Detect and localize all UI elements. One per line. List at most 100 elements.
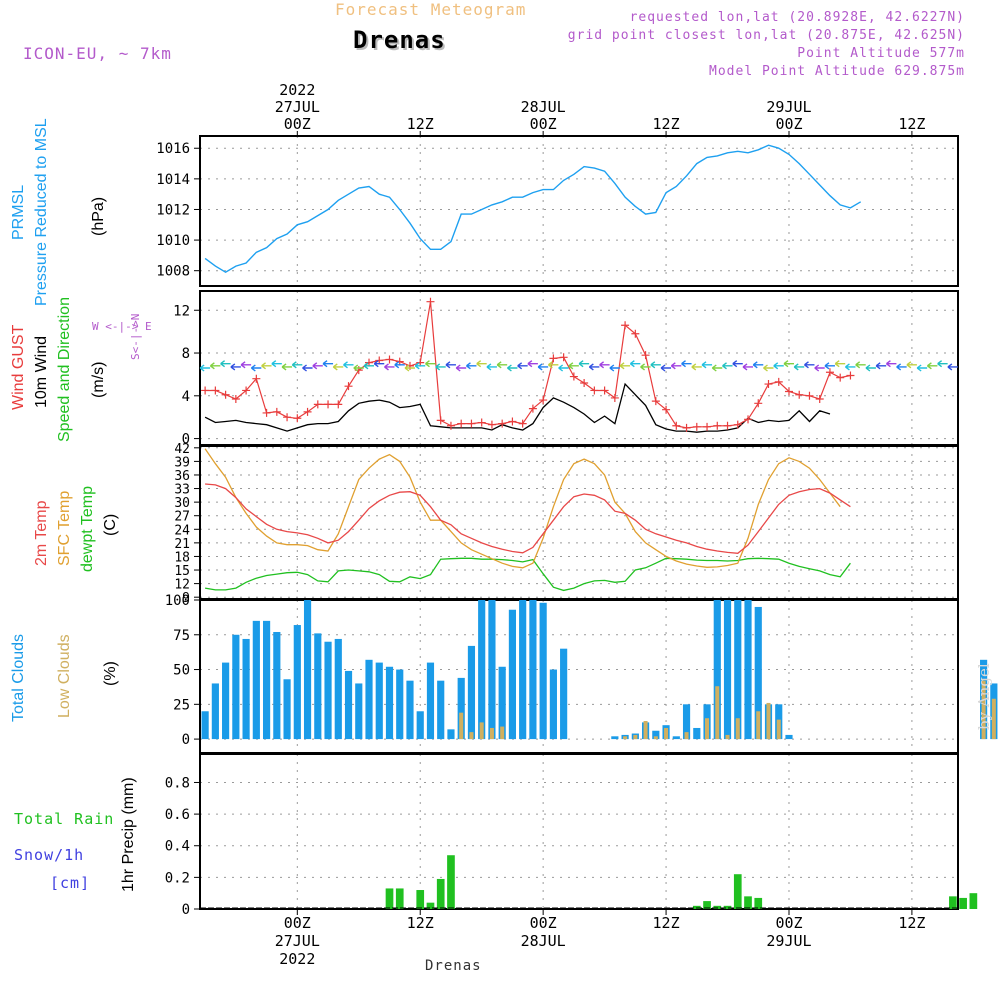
wind-direction-arrow-icon: [435, 363, 446, 371]
time-label-bottom: 00Z: [284, 914, 311, 932]
y-tick-label: 1008: [156, 264, 190, 280]
dewpt-label: dewpt Temp: [79, 486, 96, 572]
gust-marker: [334, 400, 343, 409]
clouds-unit-label: (%): [102, 661, 119, 686]
gust-marker: [651, 397, 660, 406]
gust-marker: [692, 422, 701, 431]
y-tick-label: 21: [174, 537, 190, 552]
wind-direction-arrow-icon: [476, 360, 487, 368]
gust-marker: [569, 372, 578, 381]
wind-direction-arrow-icon: [455, 364, 467, 372]
time-label-bottom: 28JUL: [521, 932, 566, 950]
time-label-top: 00Z: [775, 115, 802, 133]
gust-marker: [231, 395, 240, 404]
rain-bar: [385, 888, 394, 909]
total-cloud-bar: [416, 711, 424, 740]
wind-direction-arrow-icon: [763, 364, 774, 372]
chart-title: Forecast Meteogram: [335, 0, 527, 19]
total-cloud-bar: [693, 727, 701, 740]
rain-bar: [744, 896, 752, 909]
wind-direction-arrow-icon: [291, 361, 303, 369]
total-cloud-bar: [519, 600, 527, 740]
wind-direction-arrow-icon: [220, 360, 231, 368]
gust-line: [205, 301, 851, 429]
wind-direction-arrow-icon: [804, 361, 815, 369]
total-cloud-bar: [314, 633, 322, 740]
wind-direction-arrow-icon: [343, 361, 354, 369]
credit-watermark: by Angel: [975, 663, 993, 730]
y-tick-label: 30: [174, 496, 190, 511]
wind-direction-arrow-icon: [896, 363, 907, 371]
wind-direction-arrow-icon: [250, 364, 262, 372]
panel-frame: [199, 445, 959, 600]
wind-direction-arrow-icon: [865, 364, 876, 372]
rain-bar: [416, 890, 425, 909]
y-tick-label: 18: [174, 550, 190, 565]
rain-bar: [733, 874, 742, 909]
wind-direction-arrow-icon: [445, 361, 456, 369]
gust-marker: [774, 377, 783, 386]
gust-marker: [539, 396, 548, 405]
total-cloud-bar: [611, 736, 619, 740]
t2m-line: [205, 483, 851, 554]
gust-marker: [324, 400, 333, 409]
low-cloud-bar: [633, 734, 638, 740]
total-cloud-bar: [437, 680, 445, 740]
time-label-bottom: 12Z: [653, 914, 680, 932]
y-tick-label: 27: [174, 510, 190, 525]
total-cloud-bar: [365, 659, 373, 740]
point-altitude: Point Altitude 577m: [797, 46, 965, 61]
gust-marker: [764, 380, 773, 389]
total-clouds-label: Total Clouds: [10, 633, 27, 722]
wind-direction-arrow-icon: [609, 364, 620, 372]
wind-direction-arrow-icon: [302, 364, 313, 372]
total-cloud-bar: [744, 600, 752, 740]
total-cloud-bar: [355, 683, 363, 740]
precip-axis-label: 1hr Precip (mm): [120, 777, 137, 892]
location-title: Drenas: [353, 26, 446, 54]
gust-marker: [344, 382, 353, 391]
wind-direction-arrow-icon: [701, 361, 713, 369]
total-cloud-bar: [273, 631, 281, 740]
wind-direction-arrow-icon: [312, 362, 323, 370]
gust-marker: [242, 386, 251, 395]
gust-marker: [385, 355, 394, 364]
gust-marker: [528, 404, 537, 413]
wind-direction-arrow-icon: [537, 363, 549, 371]
total-cloud-bar: [344, 670, 353, 740]
total-cloud-bar: [549, 669, 557, 740]
total-cloud-bar: [467, 645, 476, 740]
wind-direction-arrow-icon: [199, 364, 211, 372]
gust-marker: [733, 420, 742, 429]
gust-marker: [621, 321, 630, 330]
total-cloud-bar: [447, 729, 455, 740]
gust-marker: [426, 297, 435, 306]
gust-marker: [549, 354, 558, 363]
wind-direction-arrow-icon: [384, 363, 395, 371]
time-label-top: 27JUL: [275, 98, 320, 116]
footer-location: Drenas: [425, 958, 482, 974]
total-cloud-bar: [242, 638, 250, 740]
rain-bar: [949, 896, 957, 909]
y-tick-label: 0: [182, 732, 190, 748]
wind-direction-arrow-icon: [742, 363, 754, 371]
total-cloud-bar: [222, 662, 230, 740]
wind-direction-arrow-icon: [281, 363, 293, 371]
time-label-bottom: 12Z: [407, 914, 434, 932]
low-cloud-bar: [981, 680, 986, 740]
wind-direction-arrow-icon: [845, 363, 856, 371]
total-cloud-bar: [754, 606, 762, 740]
wind-direction-arrow-icon: [691, 363, 702, 371]
wind-direction-arrow-icon: [373, 360, 385, 368]
time-label-top: 12Z: [898, 115, 925, 133]
t2m-label: 2m Temp: [33, 500, 50, 566]
temp-unit-label: (C): [102, 513, 119, 536]
gust-marker: [815, 395, 824, 404]
gust-marker: [836, 373, 845, 382]
low-cloud-bar: [756, 711, 761, 740]
gust-marker: [754, 399, 763, 408]
rain-bar: [959, 897, 967, 909]
y-tick-label: 0.6: [165, 807, 190, 823]
low-cloud-bar: [469, 732, 474, 740]
wind-direction-arrow-icon: [230, 363, 241, 371]
